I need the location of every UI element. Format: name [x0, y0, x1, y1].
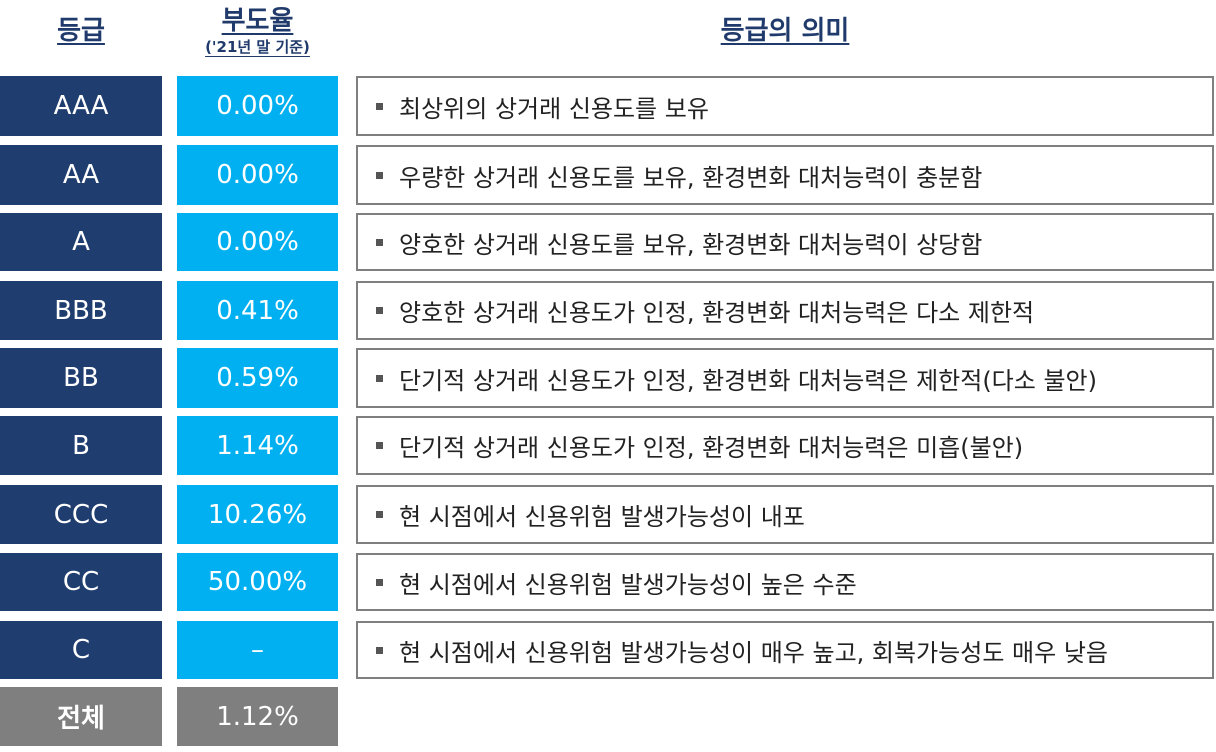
grade-cell: CC [0, 553, 162, 611]
total-rate-cell: 1.12% [177, 687, 338, 746]
default-rate-cell: – [177, 621, 338, 679]
bullet-icon [376, 307, 383, 314]
bullet-icon [376, 374, 383, 382]
header-rate-subtitle: ('21년 말 기준) [205, 38, 310, 56]
meaning-cell: 최상위의 상거래 신용도를 보유 [356, 76, 1214, 136]
default-rate-cell: 0.41% [177, 281, 338, 340]
default-rate-cell: 50.00% [177, 553, 338, 611]
meaning-text: 양호한 상거래 신용도가 인정, 환경변화 대처능력은 다소 제한적 [399, 299, 1035, 327]
default-rate-cell: 0.00% [177, 76, 338, 136]
bullet-icon [376, 646, 383, 654]
header-rate-title: 부도율 [221, 6, 294, 36]
meaning-cell: 단기적 상거래 신용도가 인정, 환경변화 대처능력은 제한적(다소 불안) [356, 348, 1214, 408]
header-rate: 부도율 ('21년 말 기준) [177, 6, 338, 58]
meaning-text: 현 시점에서 신용위험 발생가능성이 내포 [399, 503, 805, 531]
meaning-cell: 현 시점에서 신용위험 발생가능성이 높은 수준 [356, 553, 1214, 611]
default-rate-cell: 1.14% [177, 416, 338, 475]
bullet-icon [376, 442, 383, 449]
grade-cell: CCC [0, 485, 162, 544]
grade-cell: B [0, 416, 162, 475]
meaning-cell: 현 시점에서 신용위험 발생가능성이 내포 [356, 485, 1214, 544]
bullet-icon [376, 238, 383, 246]
grade-cell: C [0, 621, 162, 679]
header-grade: 등급 [57, 16, 105, 46]
grade-cell: AA [0, 145, 162, 205]
meaning-cell: 양호한 상거래 신용도가 인정, 환경변화 대처능력은 다소 제한적 [356, 281, 1214, 340]
bullet-icon [376, 102, 383, 110]
grade-cell: AAA [0, 76, 162, 136]
meaning-text: 단기적 상거래 신용도가 인정, 환경변화 대처능력은 미흡(불안) [399, 434, 1024, 462]
meaning-text: 단기적 상거래 신용도가 인정, 환경변화 대처능력은 제한적(다소 불안) [399, 366, 1097, 395]
grade-cell: BB [0, 348, 162, 408]
header-meaning: 등급의 의미 [720, 16, 850, 46]
bullet-icon [376, 171, 383, 179]
default-rate-cell: 0.00% [177, 145, 338, 205]
bullet-icon [376, 511, 383, 518]
grade-cell: A [0, 213, 162, 271]
default-rate-cell: 0.59% [177, 348, 338, 408]
meaning-cell: 현 시점에서 신용위험 발생가능성이 매우 높고, 회복가능성도 매우 낮음 [356, 621, 1214, 679]
default-rate-cell: 10.26% [177, 485, 338, 544]
meaning-text: 현 시점에서 신용위험 발생가능성이 높은 수준 [399, 570, 857, 599]
total-grade-cell: 전체 [0, 687, 162, 746]
meaning-text: 현 시점에서 신용위험 발생가능성이 매우 높고, 회복가능성도 매우 낮음 [399, 638, 1108, 667]
bullet-icon [376, 578, 383, 586]
grade-cell: BBB [0, 281, 162, 340]
meaning-text: 우량한 상거래 신용도를 보유, 환경변화 대처능력이 충분함 [399, 163, 983, 192]
meaning-cell: 단기적 상거래 신용도가 인정, 환경변화 대처능력은 미흡(불안) [356, 416, 1214, 475]
meaning-cell: 우량한 상거래 신용도를 보유, 환경변화 대처능력이 충분함 [356, 145, 1214, 205]
meaning-cell: 양호한 상거래 신용도를 보유, 환경변화 대처능력이 상당함 [356, 213, 1214, 271]
meaning-text: 최상위의 상거래 신용도를 보유 [399, 94, 709, 123]
default-rate-cell: 0.00% [177, 213, 338, 271]
meaning-text: 양호한 상거래 신용도를 보유, 환경변화 대처능력이 상당함 [399, 230, 983, 259]
